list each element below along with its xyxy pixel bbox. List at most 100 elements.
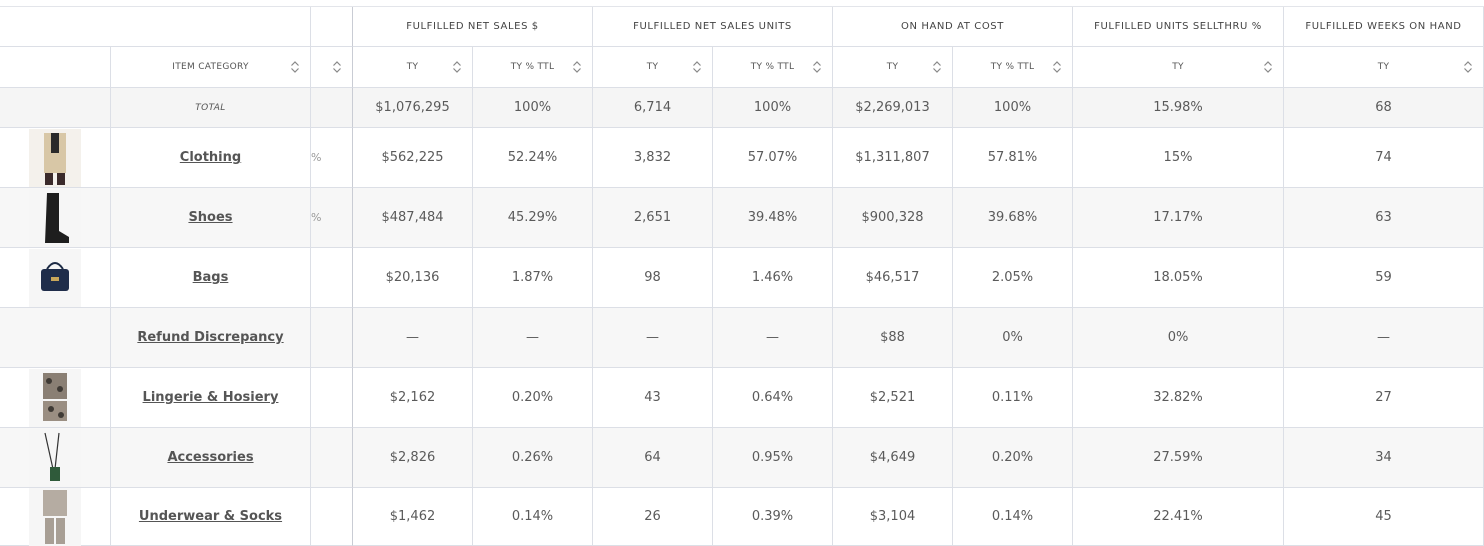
row-value-text: 0.95% [751,450,794,465]
group-header: FULFILLED NET SALES $ [353,7,593,47]
category-cell[interactable]: Lingerie & Hosiery [111,368,311,428]
sort-icon[interactable] [1052,60,1062,74]
sort-icon[interactable] [1463,60,1473,74]
row-value: 0.14% [473,488,593,546]
row-value: 1.87% [473,248,593,308]
column-header[interactable]: TY [833,47,953,88]
row-value-text: 22.41% [1153,509,1203,524]
category-cell[interactable]: Underwear & Socks [111,488,311,546]
column-header[interactable]: TY % TTL [713,47,833,88]
column-header[interactable]: TY [353,47,473,88]
hidden-column-cell: % [311,128,353,188]
row-value: $562,225 [353,128,473,188]
row-value-text: 3,832 [633,150,672,165]
category-cell[interactable]: Accessories [111,428,311,488]
sort-icon[interactable] [290,60,300,74]
row-value-text: 27.59% [1153,450,1203,465]
total-value: $1,076,295 [353,88,473,128]
row-value-text: 57.81% [987,150,1038,165]
total-value: $2,269,013 [833,88,953,128]
category-cell[interactable]: Shoes [111,188,311,248]
category-link[interactable]: Accessories [167,450,254,465]
row-value: 74 [1284,128,1484,188]
hidden-column-cell [311,488,353,546]
product-thumbnail[interactable] [29,248,81,307]
column-header[interactable]: TY % TTL [953,47,1073,88]
total-image [0,88,111,128]
row-value: 0.26% [473,428,593,488]
column-header-label: TY [406,62,419,72]
row-value: 45 [1284,488,1484,546]
row-value-text: 0.11% [991,390,1034,405]
category-link[interactable]: Clothing [179,150,242,165]
sort-icon[interactable] [332,60,342,74]
product-thumbnail[interactable] [29,128,81,187]
row-value-text: 39.68% [987,210,1038,225]
row-value: 57.07% [713,128,833,188]
row-value-text: 26 [644,509,661,524]
row-value-text: $562,225 [381,150,444,165]
hidden-column-cell [311,428,353,488]
column-header[interactable]: TY [1284,47,1484,88]
row-value-text: 45 [1375,509,1392,524]
row-value-text: 0% [1167,330,1189,345]
item-category-header[interactable]: ITEM CATEGORY [111,47,311,88]
column-header-label: TY [1172,62,1184,72]
row-value: $487,484 [353,188,473,248]
row-image-cell [0,128,111,188]
row-value: 43 [593,368,713,428]
sort-icon[interactable] [1263,60,1273,74]
total-value-text: $1,076,295 [375,100,450,115]
product-thumbnail[interactable] [29,487,81,546]
row-value-text: 0.20% [511,390,554,405]
category-cell[interactable]: Bags [111,248,311,308]
product-thumbnail[interactable] [29,368,81,427]
product-thumbnail[interactable] [29,428,81,487]
row-value: $2,162 [353,368,473,428]
hidden-column-cell [311,248,353,308]
total-label: TOTAL [195,102,226,113]
row-value: 64 [593,428,713,488]
category-link[interactable]: Bags [192,270,229,285]
row-value-text: 39.48% [747,210,798,225]
group-header: ON HAND AT COST [833,7,1073,47]
sort-icon[interactable] [452,60,462,74]
row-value-text: $1,311,807 [855,150,930,165]
row-value: $88 [833,308,953,368]
row-value-text: 0% [1002,330,1023,345]
row-value-text: $487,484 [381,210,444,225]
category-cell[interactable]: Clothing [111,128,311,188]
row-value: 0.39% [713,488,833,546]
product-thumbnail[interactable] [29,188,81,247]
sort-icon[interactable] [812,60,822,74]
row-value-text: $1,462 [389,509,436,524]
sort-icon[interactable] [572,60,582,74]
column-header-label: TY [646,62,659,72]
row-value-text: 98 [644,270,661,285]
row-image-cell [0,188,111,248]
image-header [0,47,111,88]
header-blank [0,7,311,47]
column-header[interactable]: TY % TTL [473,47,593,88]
category-link[interactable]: Underwear & Socks [138,509,283,524]
column-header[interactable]: TY [593,47,713,88]
category-link[interactable]: Lingerie & Hosiery [142,390,279,405]
sort-icon[interactable] [932,60,942,74]
hidden-column-header[interactable] [311,47,353,88]
total-value-text: 15.98% [1153,100,1203,115]
category-link[interactable]: Shoes [188,210,233,225]
row-value-text: $3,104 [869,509,916,524]
hidden-column-cell [311,368,353,428]
row-value-text: $20,136 [385,270,440,285]
row-value-text: 34 [1375,450,1392,465]
category-link[interactable]: Refund Discrepancy [137,330,284,345]
row-value-text: 27 [1375,390,1392,405]
category-cell[interactable]: Refund Discrepancy [111,308,311,368]
row-value-text: 57.07% [747,150,798,165]
row-value: 17.17% [1073,188,1284,248]
row-value: — [353,308,473,368]
column-header[interactable]: TY [1073,47,1284,88]
row-value: 39.68% [953,188,1073,248]
sort-icon[interactable] [692,60,702,74]
